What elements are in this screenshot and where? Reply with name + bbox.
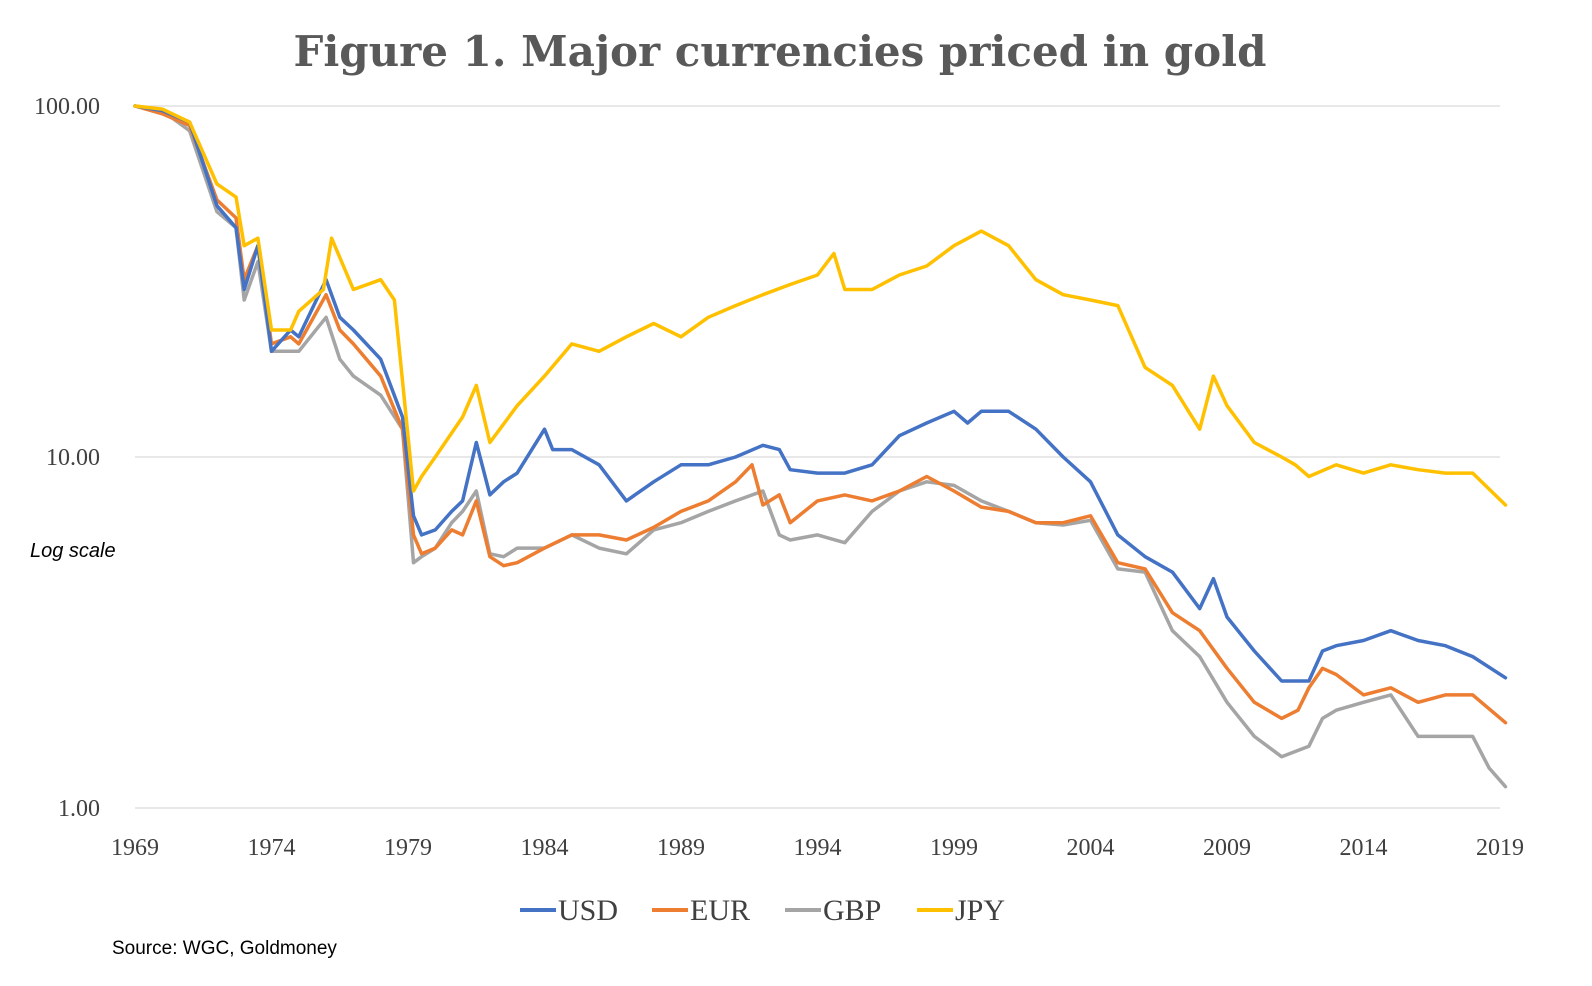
- legend: USD EUR GBP JPY: [520, 894, 1005, 927]
- series-lines: [133, 104, 1508, 789]
- x-tick-label: 1989: [657, 835, 705, 861]
- y-tick-label: 1.00: [58, 796, 100, 822]
- x-tick-label: 1979: [384, 835, 432, 861]
- x-tick-label: 1999: [930, 835, 978, 861]
- x-tick-label: 2014: [1340, 835, 1388, 861]
- legend-label: EUR: [690, 894, 750, 927]
- x-tick-label: 1969: [111, 835, 159, 861]
- legend-item-eur: EUR: [652, 894, 750, 927]
- x-tick-label: 1994: [794, 835, 842, 861]
- y-axis-tick-labels: 1.00 10.00 100.00: [34, 94, 100, 822]
- chart-title: Figure 1. Major currencies priced in gol…: [294, 27, 1267, 76]
- x-tick-label: 2004: [1067, 835, 1115, 861]
- series-line-eur: [133, 104, 1508, 725]
- legend-item-jpy: JPY: [917, 894, 1005, 927]
- series-line-usd: [133, 104, 1508, 683]
- x-tick-label: 2019: [1476, 835, 1524, 861]
- log-scale-note: Log scale: [30, 540, 116, 562]
- x-axis-tick-labels: 1969 1974 1979 1984 1989 1994 1999 2004 2009 2014…: [111, 835, 1524, 861]
- y-tick-label: 100.00: [34, 94, 100, 120]
- x-tick-label: 1974: [248, 835, 296, 861]
- x-tick-label: 1984: [521, 835, 569, 861]
- legend-label: JPY: [955, 894, 1005, 927]
- series-line-gbp: [133, 104, 1508, 789]
- gridlines: [135, 105, 1500, 809]
- legend-item-gbp: GBP: [785, 894, 881, 927]
- series-line-jpy: [133, 104, 1508, 507]
- legend-label: USD: [558, 894, 618, 927]
- legend-item-usd: USD: [520, 894, 618, 927]
- source-note: Source: WGC, Goldmoney: [112, 938, 337, 959]
- y-tick-label: 10.00: [46, 445, 100, 471]
- legend-label: GBP: [823, 894, 881, 927]
- x-tick-label: 2009: [1203, 835, 1251, 861]
